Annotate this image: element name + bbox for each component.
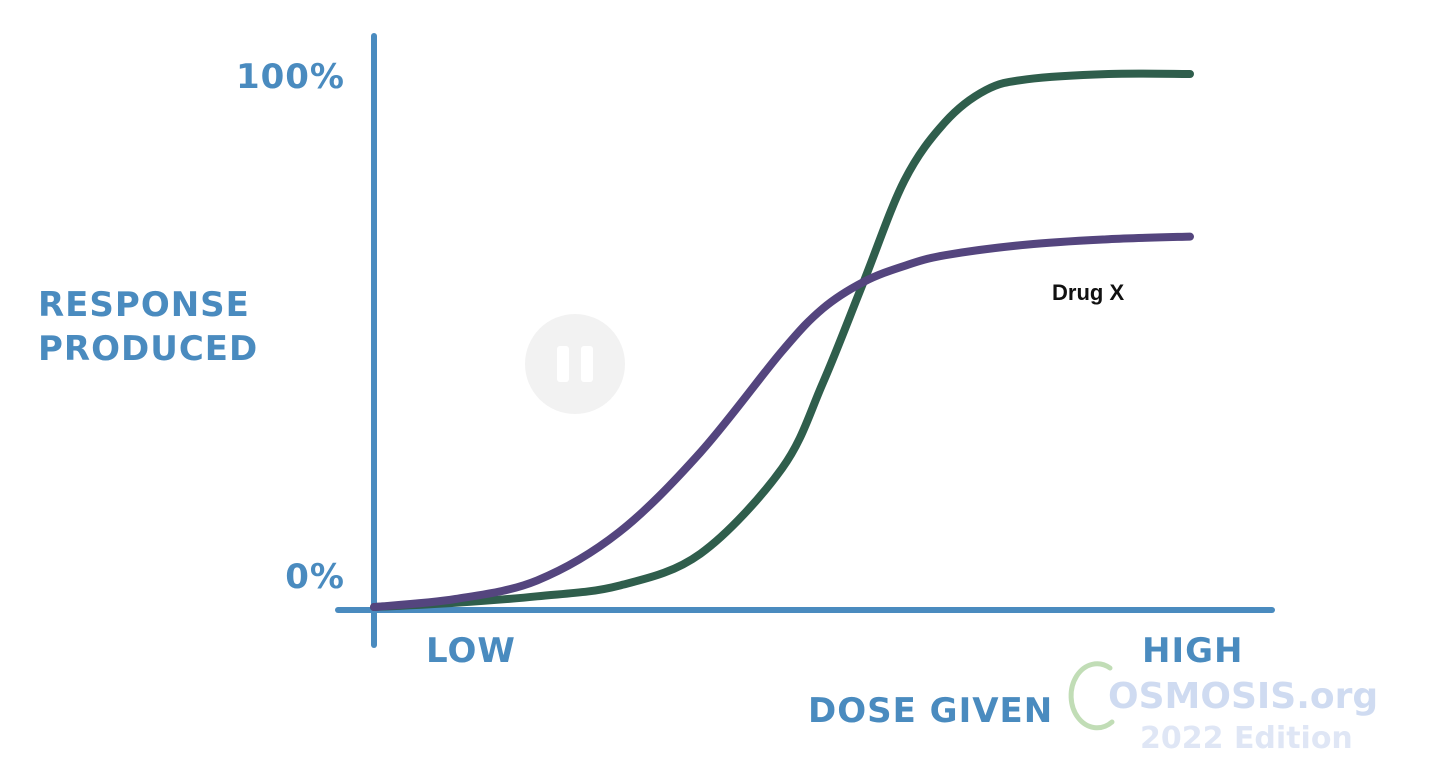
- y-axis-title-line1: RESPONSE: [38, 285, 250, 325]
- y-axis-title-line2: PRODUCED: [38, 329, 258, 369]
- x-axis-start-label: LOW: [426, 631, 516, 671]
- watermark-brand: OSMOSIS.org: [1108, 676, 1378, 717]
- series-layer: [370, 69, 1194, 611]
- y-tick-label: 100%: [236, 57, 345, 97]
- x-axis-title: DOSE GIVEN: [808, 691, 1053, 731]
- osmosis-watermark: OSMOSIS.org 2022 Edition: [1068, 661, 1378, 756]
- series-label-drug-x: Drug X: [1052, 280, 1124, 305]
- x-axis-end-label: HIGH: [1142, 631, 1243, 671]
- osmosis-logo-icon: [1068, 661, 1115, 731]
- pause-icon: [525, 314, 625, 414]
- watermark-edition: 2022 Edition: [1140, 721, 1353, 756]
- y-tick-label: 0%: [285, 557, 345, 597]
- series-line-drug-x: [370, 232, 1194, 611]
- series-line-1: [370, 69, 1194, 611]
